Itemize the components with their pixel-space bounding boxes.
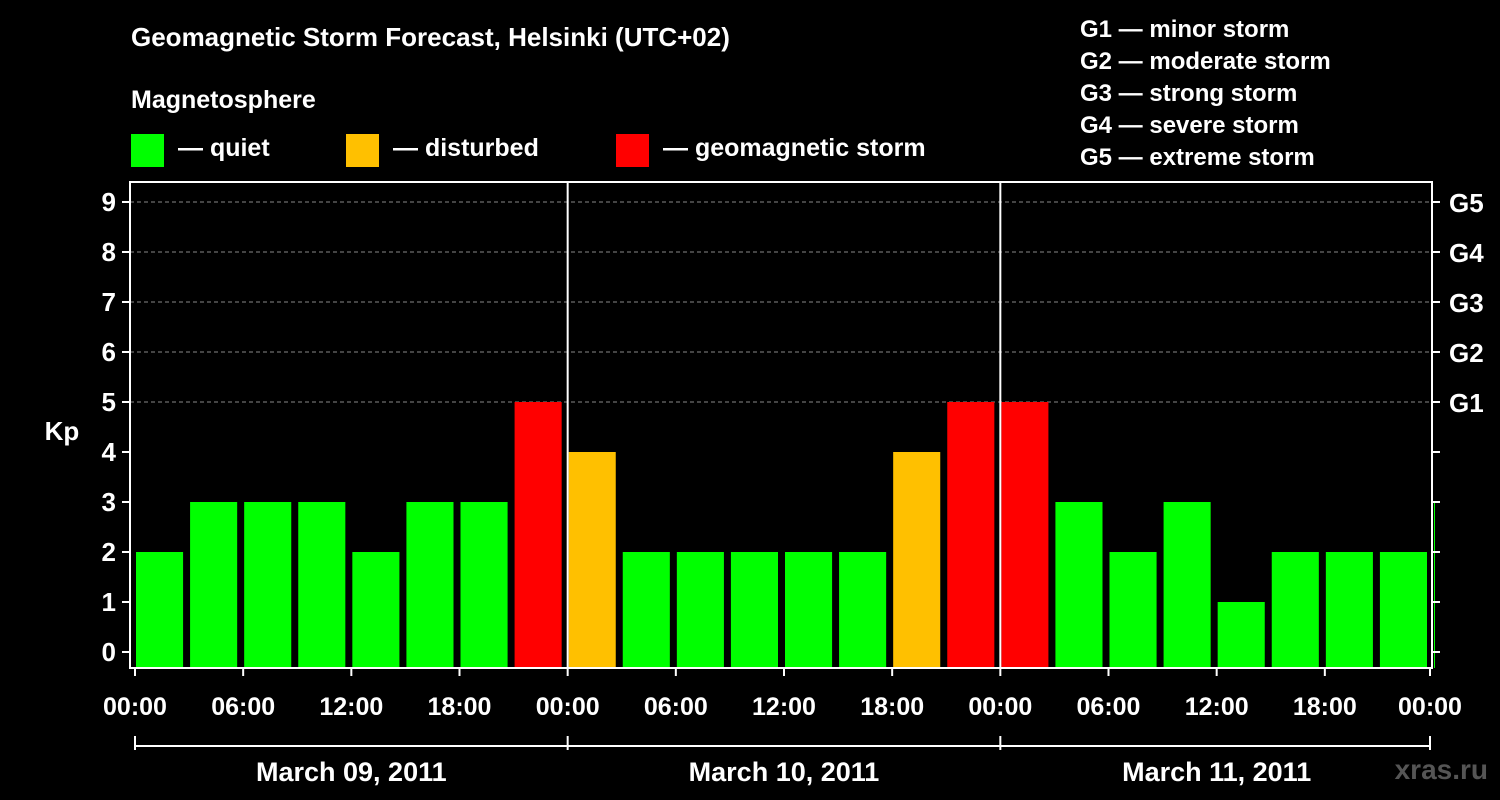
x-tick-label-12: 00:00 [1398,693,1462,721]
bar-21 [1271,552,1319,668]
bar-9 [622,552,670,668]
x-tick-label-4: 00:00 [536,693,600,721]
y-tick-label-5: 5 [102,387,116,417]
bar-19 [1163,502,1211,668]
bar-1 [190,502,238,668]
right-axis-label-g1: G1 [1449,388,1484,418]
y-tick-label-1: 1 [102,587,116,617]
x-tick-label-7: 18:00 [860,693,924,721]
x-tick-label-6: 12:00 [752,693,816,721]
bar-24 [1434,502,1435,668]
bar-23 [1379,552,1427,668]
bar-13 [839,552,887,668]
right-axis-label-g4: G4 [1449,238,1484,268]
bar-17 [1055,502,1103,668]
y-tick-label-3: 3 [102,487,116,517]
legend-swatch-storm [616,134,649,167]
x-tick-label-10: 12:00 [1185,693,1249,721]
legend-swatch-disturbed [346,134,379,167]
bar-16 [1001,402,1049,668]
y-axis-label: Kp [45,416,80,446]
x-tick-label-2: 12:00 [319,693,383,721]
right-axis-label-g3: G3 [1449,288,1484,318]
plot-frame [129,181,1433,669]
y-tick-label-2: 2 [102,537,116,567]
bar-14 [893,452,941,668]
bar-8 [568,452,616,668]
y-tick-label-0: 0 [102,637,116,667]
bar-3 [298,502,346,668]
bar-12 [785,552,833,668]
day-label-2: March 11, 2011 [1122,757,1311,787]
y-tick-label-9: 9 [102,187,116,217]
x-tick-label-1: 06:00 [211,693,275,721]
x-tick-label-11: 18:00 [1293,693,1357,721]
x-tick-label-0: 00:00 [103,693,167,721]
legend-label-quiet: — quiet [178,134,270,162]
bar-0 [136,552,184,668]
y-tick-label-7: 7 [102,287,116,317]
bar-18 [1109,552,1157,668]
bar-11 [730,552,778,668]
legend-swatch-quiet [131,134,164,167]
legend-label-disturbed: — disturbed [393,134,539,162]
x-tick-label-3: 18:00 [428,693,492,721]
x-tick-label-8: 00:00 [968,693,1032,721]
y-tick-label-8: 8 [102,237,116,267]
chart-title: Geomagnetic Storm Forecast, Helsinki (UT… [131,22,730,52]
x-tick-label-5: 06:00 [644,693,708,721]
x-tick-label-9: 06:00 [1077,693,1141,721]
g-scale-g2: G2 — moderate storm [1080,48,1331,75]
bar-7 [514,402,562,668]
y-tick-label-6: 6 [102,337,116,367]
bar-5 [406,502,454,668]
bar-22 [1325,552,1373,668]
bar-20 [1217,602,1265,668]
bar-6 [460,502,508,668]
right-axis-label-g2: G2 [1449,338,1484,368]
day-label-1: March 10, 2011 [689,757,880,787]
watermark: xras.ru [1394,754,1488,785]
g-scale-g1: G1 — minor storm [1080,16,1290,43]
g-scale-g4: G4 — severe storm [1080,112,1299,139]
bar-2 [244,502,292,668]
y-tick-label-4: 4 [102,437,117,467]
day-label-0: March 09, 2011 [256,757,447,787]
legend-heading: Magnetosphere [131,86,316,114]
g-scale-g3: G3 — strong storm [1080,80,1298,107]
bar-15 [947,402,995,668]
bar-10 [676,552,724,668]
bar-4 [352,552,400,668]
g-scale-legend: G1 — minor storm G2 — moderate storm G3 … [1080,14,1331,174]
legend-label-storm: — geomagnetic storm [663,134,926,162]
right-axis-label-g5: G5 [1449,188,1484,218]
g-scale-g5: G5 — extreme storm [1080,144,1315,171]
